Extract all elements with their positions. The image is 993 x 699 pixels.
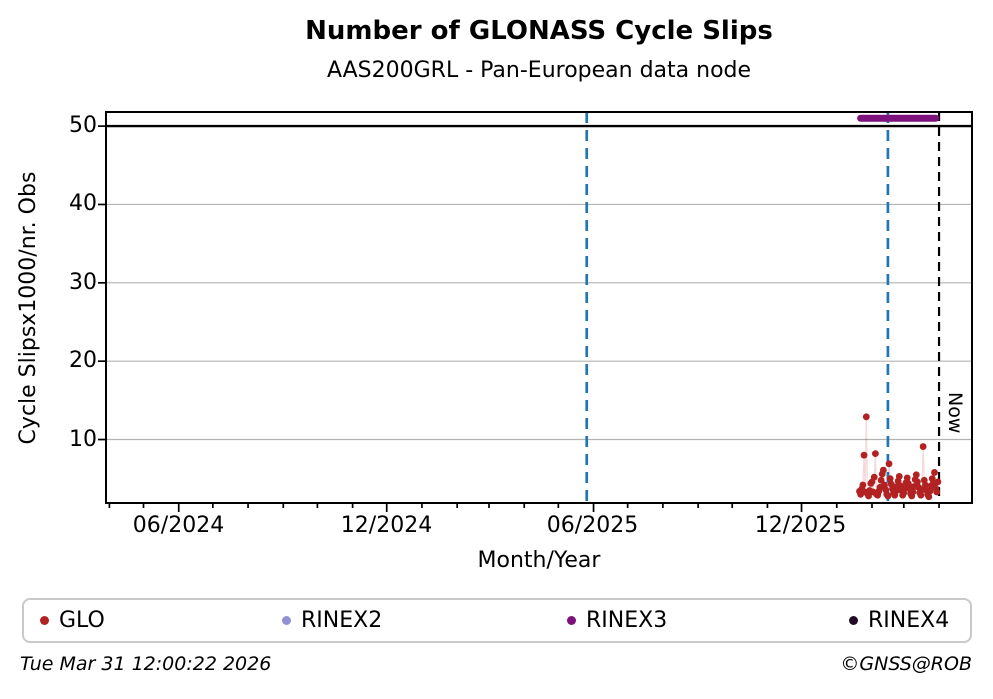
y-tick-label-30: 30 [69, 270, 97, 295]
y-tick-label-50: 50 [69, 113, 97, 138]
rinex3-marker-icon [567, 616, 576, 625]
chart-title: Number of GLONASS Cycle Slips [305, 16, 773, 46]
footer-credit: ©GNSS@ROB [840, 653, 972, 675]
x-tick-label-jun2025: 06/2025 [546, 513, 639, 538]
legend-item-rinex4: RINEX4 [849, 600, 949, 641]
footer-timestamp: Tue Mar 31 12:00:22 2026 [20, 653, 272, 675]
rinex4-marker-icon [849, 616, 858, 625]
x-tick-label-dec2024: 12/2024 [340, 513, 433, 538]
legend-label-glo: GLO [59, 608, 105, 633]
now-annotation: Now [944, 392, 966, 434]
y-tick-label-10: 10 [69, 427, 97, 452]
legend-item-glo: GLO [40, 600, 105, 641]
y-tick-label-20: 20 [69, 348, 97, 373]
legend-label-rinex4: RINEX4 [868, 608, 950, 633]
x-tick-label-jun2024: 06/2024 [132, 513, 225, 538]
rinex2-marker-icon [282, 616, 291, 625]
legend: GLO RINEX2 RINEX3 RINEX4 [22, 598, 972, 643]
chart-subtitle: AAS200GRL - Pan-European data node [326, 58, 752, 83]
legend-item-rinex2: RINEX2 [282, 600, 382, 641]
legend-item-rinex3: RINEX3 [567, 600, 667, 641]
legend-label-rinex3: RINEX3 [586, 608, 668, 633]
x-tick-label-dec2025: 12/2025 [754, 513, 847, 538]
glo-marker-icon [40, 616, 49, 625]
x-axis-label: Month/Year [477, 548, 601, 573]
legend-label-rinex2: RINEX2 [301, 608, 383, 633]
y-tick-label-40: 40 [69, 191, 97, 216]
